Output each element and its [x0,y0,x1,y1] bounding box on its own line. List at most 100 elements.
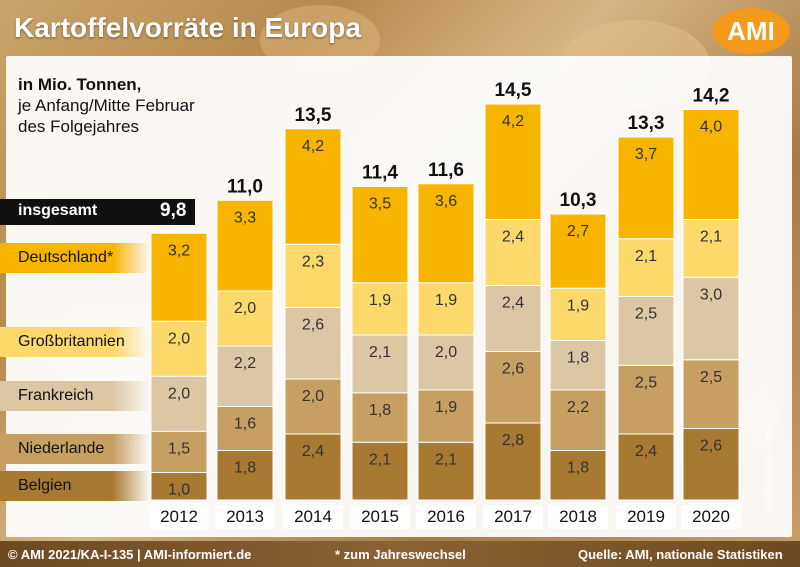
x-tick-label-2018: 2018 [548,505,608,529]
bar-segment-niederlande-2019 [617,364,675,435]
x-tick-label-2015: 2015 [350,505,410,529]
data-label-frankreich-2016: 2,0 [435,344,457,361]
data-label-deutschland-2012: 3,2 [168,242,190,259]
bar-segment-niederlande-2013 [216,406,274,451]
x-tick-label-2020: 2020 [681,505,741,529]
data-label-deutschland-2019: 3,7 [635,146,657,163]
bar-segment-frankreich-2018 [549,340,607,391]
x-tick-label-2019: 2019 [616,505,676,529]
x-tick-label-2012: 2012 [149,505,209,529]
bar-segment-belgien-2019 [617,433,675,501]
total-value-2014: 13,5 [295,105,332,126]
subtitle-line: je Anfang/Mitte Februar [18,96,195,115]
data-label-belgien-2015: 2,1 [369,451,391,468]
bar-segment-gro-britannien-2012 [150,320,208,377]
data-label-frankreich-2019: 2,5 [635,306,657,323]
total-value-2017: 14,5 [495,80,532,101]
data-label-deutschland-2020: 4,0 [700,119,722,136]
bar-segment-frankreich-2020 [682,276,740,361]
data-label-belgien-2012: 1,0 [168,482,190,499]
total-value-2016: 11,6 [428,160,464,181]
bar-segment-gro-britannien-2014 [284,243,342,308]
total-value-2018: 10,3 [560,190,597,211]
bar-segment-gro-britannien-2020 [682,219,740,278]
bar-segment-gro-britannien-2016 [417,282,475,336]
ami-logo: AMI [712,8,790,54]
data-label-belgien-2020: 2,6 [700,438,722,455]
bar-segment-deutschland-2012 [150,232,208,322]
total-value-2020: 14,2 [693,86,730,107]
data-label-frankreich-2020: 3,0 [700,286,722,303]
data-label-belgien-2016: 2,1 [435,451,457,468]
footer: © AMI 2021/KA-I-135 | AMI-informiert.de … [0,541,800,567]
x-tick-label-2013: 2013 [215,505,275,529]
data-label-gro-britannien-2014: 2,3 [302,253,324,270]
bar-segment-frankreich-2016 [417,334,475,391]
bar-segment-belgien-2018 [549,450,607,501]
data-label-belgien-2014: 2,4 [302,443,324,460]
data-label-frankreich-2012: 2,0 [168,385,190,402]
data-label-frankreich-2018: 1,8 [567,350,589,367]
legend-item-niederlande: Niederlande [0,434,150,464]
bar-segment-frankreich-2014 [284,307,342,380]
bar-segment-belgien-2012 [150,472,208,501]
bar-segment-gro-britannien-2018 [549,287,607,341]
total-value-2015: 11,4 [362,163,398,184]
data-label-deutschland-2016: 3,6 [435,193,457,210]
bar-segment-belgien-2013 [216,450,274,501]
data-label-niederlande-2019: 2,5 [635,374,657,391]
data-label-deutschland-2014: 4,2 [302,138,324,155]
bar-segment-frankreich-2019 [617,296,675,366]
bar-segment-frankreich-2017 [484,285,542,352]
x-tick-label-2014: 2014 [283,505,343,529]
data-label-belgien-2018: 1,8 [567,460,589,477]
chart-title: Kartoffelvorräte in Europa [14,12,361,43]
footer-note: * zum Jahreswechsel [335,547,466,562]
bar-segment-belgien-2014 [284,433,342,501]
total-label: insgesamt [18,202,98,219]
data-label-frankreich-2017: 2,4 [502,295,524,312]
data-label-niederlande-2012: 1,5 [168,440,190,457]
legend-item-belgien: Belgien [0,471,150,501]
footer-copyright: © AMI 2021/KA-I-135 | AMI-informiert.de [8,547,252,562]
total-value-2012: 9,8 [160,200,187,221]
bar-segment-gro-britannien-2019 [617,238,675,297]
bar-segment-belgien-2015 [351,441,409,501]
subtitle-line: des Folgejahres [18,117,139,136]
x-tick-label-2016: 2016 [416,505,476,529]
bar-segment-belgien-2017 [484,422,542,501]
bar-segment-deutschland-2020 [682,109,740,220]
legend-item-gro-britannien: Großbritannien [0,327,150,357]
bar-segment-gro-britannien-2017 [484,219,542,286]
data-label-deutschland-2018: 2,7 [567,223,589,240]
bar-segment-frankreich-2015 [351,334,409,394]
bar-segment-niederlande-2017 [484,351,542,424]
legend-item-deutschland: Deutschland* [0,243,150,273]
data-label-niederlande-2020: 2,5 [700,369,722,386]
data-label-niederlande-2018: 2,2 [567,399,589,416]
bar-segment-deutschland-2014 [284,128,342,245]
bar-segment-belgien-2020 [682,428,740,501]
photo-credit: Foto: Fotolia/Bajoncic [763,420,774,517]
data-label-belgien-2017: 2,8 [502,432,524,449]
total-value-2013: 11,0 [227,176,263,197]
bar-segment-gro-britannien-2015 [351,282,409,336]
bar-segment-belgien-2016 [417,441,475,501]
bar-segment-deutschland-2013 [216,199,274,292]
legend-item-frankreich: Frankreich [0,381,150,411]
data-label-gro-britannien-2013: 2,0 [234,300,256,317]
data-label-frankreich-2015: 2,1 [369,344,391,361]
data-label-gro-britannien-2015: 1,9 [369,292,391,309]
data-label-frankreich-2014: 2,6 [302,317,324,334]
data-label-deutschland-2017: 4,2 [502,113,524,130]
unit-label: in Mio. Tonnen, [18,75,142,94]
data-label-deutschland-2015: 3,5 [369,196,391,213]
bar-segment-deutschland-2019 [617,136,675,240]
bar-segment-deutschland-2015 [351,186,409,284]
data-label-niederlande-2015: 1,8 [369,402,391,419]
data-label-niederlande-2017: 2,6 [502,361,524,378]
data-label-gro-britannien-2012: 2,0 [168,330,190,347]
data-label-belgien-2019: 2,4 [635,443,657,460]
bar-segment-niederlande-2016 [417,389,475,443]
